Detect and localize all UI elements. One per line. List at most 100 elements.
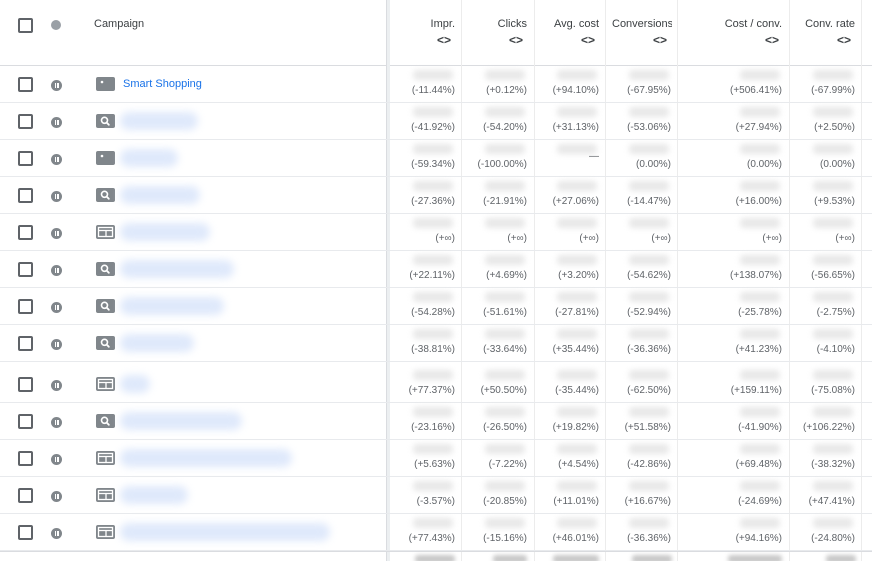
metric-value-redacted xyxy=(740,407,780,417)
metric-change: (-24.69%) xyxy=(738,496,782,507)
table-row[interactable]: (+5.63%) (-7.22%) (+4.54%) (-42.86%) (+69.48… xyxy=(0,440,872,477)
paused-status-icon[interactable] xyxy=(51,265,62,276)
campaign-name-redacted[interactable] xyxy=(120,412,242,430)
select-all-checkbox[interactable] xyxy=(18,18,33,33)
sort-icon[interactable]: <> xyxy=(765,33,780,47)
paused-status-icon[interactable] xyxy=(51,491,62,502)
column-divider xyxy=(789,0,790,561)
metric-change: (0.00%) xyxy=(819,159,855,170)
table-row[interactable]: (-3.57%) (-20.85%) (+11.01%) (+16.67%) (-24.… xyxy=(0,477,872,514)
metric-change: (-33.64%) xyxy=(483,344,527,355)
column-header-cost-per-conv[interactable]: Cost / conv. xyxy=(724,18,782,30)
row-checkbox[interactable] xyxy=(18,299,33,314)
metric-change: (-54.28%) xyxy=(411,307,455,318)
campaign-name-redacted[interactable] xyxy=(120,260,234,278)
sort-icon[interactable]: <> xyxy=(653,33,668,47)
row-checkbox[interactable] xyxy=(18,262,33,277)
row-checkbox[interactable] xyxy=(18,414,33,429)
campaign-name-redacted[interactable] xyxy=(120,375,150,393)
paused-status-icon[interactable] xyxy=(51,417,62,428)
row-checkbox[interactable] xyxy=(18,77,33,92)
metric-change: (-4.10%) xyxy=(816,344,855,355)
campaign-name-redacted[interactable] xyxy=(120,186,200,204)
metric-change: (+19.82%) xyxy=(552,422,599,433)
sort-icon[interactable]: <> xyxy=(581,33,596,47)
campaign-name-redacted[interactable] xyxy=(120,334,194,352)
metric-change: (-41.90%) xyxy=(738,422,782,433)
metric-value-redacted xyxy=(413,518,453,528)
table-row[interactable]: (+22.11%) (+4.69%) (+3.20%) (-54.62%) (+138.… xyxy=(0,251,872,288)
table-row[interactable]: (-23.16%) (-26.50%) (+19.82%) (+51.58%) (-41… xyxy=(0,403,872,440)
paused-status-icon[interactable] xyxy=(51,528,62,539)
status-filter-icon[interactable] xyxy=(51,20,61,30)
metric-value-redacted xyxy=(629,107,669,117)
table-row[interactable]: (-54.28%) (-51.61%) (-27.81%) (-52.94%) (-25… xyxy=(0,288,872,325)
campaign-name-redacted[interactable] xyxy=(120,449,292,467)
metric-change: (+94.16%) xyxy=(735,533,782,544)
metric-value-redacted xyxy=(740,444,780,454)
campaign-name-redacted[interactable] xyxy=(120,486,188,504)
paused-status-icon[interactable] xyxy=(51,380,62,391)
metric-value-redacted xyxy=(485,329,525,339)
metric-change: (+∞) xyxy=(507,233,527,244)
campaign-name-redacted[interactable] xyxy=(120,149,178,167)
metric-value-redacted xyxy=(740,181,780,191)
table-row[interactable]: (+77.43%) (-15.16%) (+46.01%) (-36.36%) (+94… xyxy=(0,514,872,551)
column-divider xyxy=(861,0,862,561)
metric-value-redacted xyxy=(629,292,669,302)
metric-change: (0.00%) xyxy=(746,159,782,170)
paused-status-icon[interactable] xyxy=(51,154,62,165)
column-header-conversions[interactable]: Conversions xyxy=(612,18,672,30)
metric-change: (+41.23%) xyxy=(735,344,782,355)
metric-value-redacted xyxy=(557,218,597,228)
row-checkbox[interactable] xyxy=(18,451,33,466)
sort-icon[interactable]: <> xyxy=(837,33,852,47)
paused-status-icon[interactable] xyxy=(51,339,62,350)
paused-status-icon[interactable] xyxy=(51,191,62,202)
display-icon xyxy=(96,451,115,465)
metric-value-redacted xyxy=(740,292,780,302)
campaign-column-header[interactable]: Campaign xyxy=(94,18,145,30)
column-header-clicks[interactable]: Clicks xyxy=(497,18,527,30)
table-row[interactable]: (+∞) (+∞) (+∞) (+∞) (+∞) (+∞) xyxy=(0,214,872,251)
column-header-impressions[interactable]: Impr. xyxy=(430,18,455,30)
campaign-name-redacted[interactable] xyxy=(120,523,330,541)
campaign-name-redacted[interactable] xyxy=(120,223,210,241)
metric-change: (-38.32%) xyxy=(811,459,855,470)
row-checkbox[interactable] xyxy=(18,225,33,240)
table-row[interactable]: Smart Shopping (-11.44%) (+0.12%) (+94.10%)… xyxy=(0,66,872,103)
paused-status-icon[interactable] xyxy=(51,454,62,465)
sort-icon[interactable]: <> xyxy=(437,33,452,47)
row-checkbox[interactable] xyxy=(18,114,33,129)
column-divider xyxy=(677,0,678,561)
table-row[interactable]: (-27.36%) (-21.91%) (+27.06%) (-14.47%) (+16… xyxy=(0,177,872,214)
paused-status-icon[interactable] xyxy=(51,80,62,91)
frozen-column-divider[interactable] xyxy=(386,0,390,561)
metric-value-redacted xyxy=(557,481,597,491)
metric-change: (+35.44%) xyxy=(552,344,599,355)
metric-change: (-67.95%) xyxy=(627,85,671,96)
table-row[interactable]: (+77.37%) (+50.50%) (-35.44%) (-62.50%) (+15… xyxy=(0,366,872,403)
campaign-name-link[interactable]: Smart Shopping xyxy=(123,78,202,90)
column-header-conv-rate[interactable]: Conv. rate xyxy=(805,18,855,30)
metric-change: (+51.58%) xyxy=(624,422,671,433)
metric-value-redacted xyxy=(413,481,453,491)
table-row[interactable]: (-41.92%) (-54.20%) (+31.13%) (-53.06%) (+27… xyxy=(0,103,872,140)
paused-status-icon[interactable] xyxy=(51,228,62,239)
paused-status-icon[interactable] xyxy=(51,117,62,128)
paused-status-icon[interactable] xyxy=(51,302,62,313)
sort-icon[interactable]: <> xyxy=(509,33,524,47)
campaign-name-redacted[interactable] xyxy=(120,297,224,315)
row-checkbox[interactable] xyxy=(18,188,33,203)
column-header-avg-cost[interactable]: Avg. cost xyxy=(553,18,599,30)
row-checkbox[interactable] xyxy=(18,525,33,540)
row-checkbox[interactable] xyxy=(18,151,33,166)
row-checkbox[interactable] xyxy=(18,336,33,351)
metric-change: (-38.81%) xyxy=(411,344,455,355)
row-checkbox[interactable] xyxy=(18,377,33,392)
table-row[interactable]: (-59.34%) (-100.00%) — (0.00%) (0.00%) (0.00%… xyxy=(0,140,872,177)
campaign-name-redacted[interactable] xyxy=(120,112,198,130)
metric-change: (-7.22%) xyxy=(488,459,527,470)
row-checkbox[interactable] xyxy=(18,488,33,503)
table-row[interactable]: (-38.81%) (-33.64%) (+35.44%) (-36.36%) (+41… xyxy=(0,325,872,362)
